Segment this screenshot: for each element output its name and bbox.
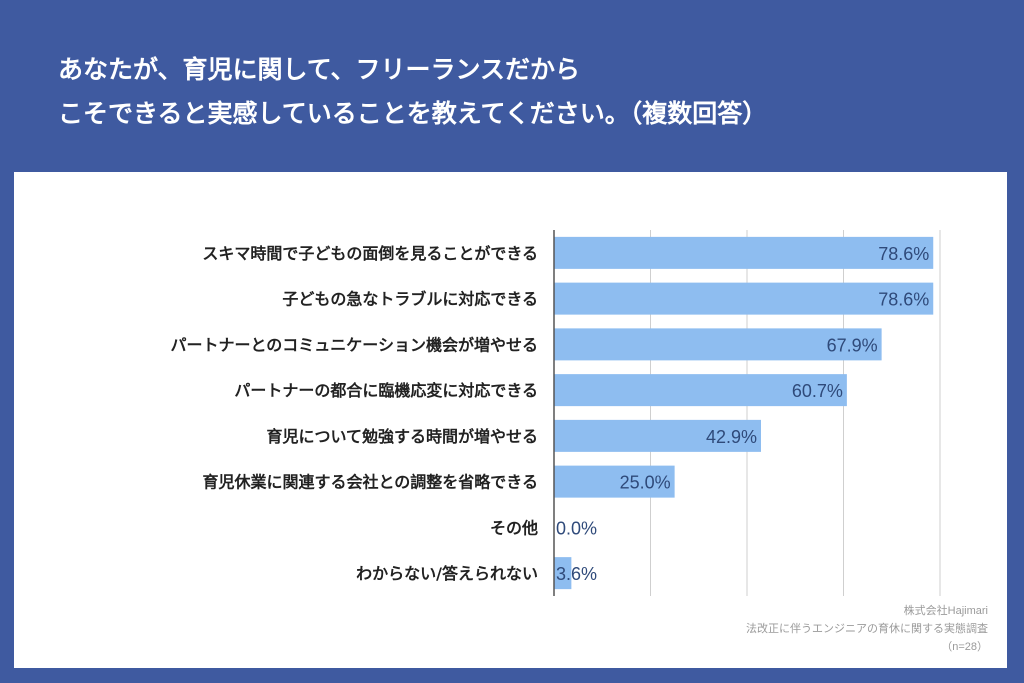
footer-company: 株式会社Hajimari	[903, 605, 988, 617]
value-label: 60.7%	[792, 381, 843, 401]
value-label: 67.9%	[827, 335, 878, 355]
value-label: 3.6%	[556, 564, 597, 584]
category-label: わからない/答えられない	[356, 564, 538, 583]
bar	[554, 236, 934, 269]
value-label: 42.9%	[706, 427, 757, 447]
chart-title: あなたが、育児に関して、フリーランスだから こそできると実感していることを教えて…	[58, 48, 767, 136]
footer-survey: 法改正に伴うエンジニアの育休に関する実態調査	[746, 623, 988, 635]
footer-sample: （n=28）	[941, 641, 988, 653]
value-label: 0.0%	[556, 518, 597, 538]
title-line-2: こそできると実感していることを教えてください。（複数回答）	[58, 99, 768, 128]
category-label: その他	[490, 518, 538, 537]
title-line-1: あなたが、育児に関して、フリーランスだから	[58, 55, 581, 84]
category-label: スキマ時間で子どもの面倒を見ることができる	[202, 244, 538, 263]
bar	[554, 328, 882, 361]
value-label: 78.6%	[878, 290, 929, 310]
value-label: 25.0%	[620, 473, 671, 493]
chart-footer: 株式会社Hajimari 法改正に伴うエンジニアの育休に関する実態調査 （n=2…	[746, 602, 988, 656]
bar	[554, 557, 572, 590]
bar	[554, 419, 761, 452]
bar	[554, 374, 847, 407]
category-label: パートナーとのコミュニケーション機会が増やせる	[170, 335, 538, 354]
category-label: 育児休業に関連する会社との調整を省略できる	[202, 473, 538, 492]
bar	[554, 282, 934, 315]
category-label: パートナーの都合に臨機応変に対応できる	[234, 381, 538, 400]
category-label: 子どもの急なトラブルに対応できる	[282, 290, 538, 309]
bar	[554, 465, 675, 498]
value-label: 78.6%	[878, 244, 929, 264]
category-label: 育児について勉強する時間が増やせる	[266, 427, 538, 446]
